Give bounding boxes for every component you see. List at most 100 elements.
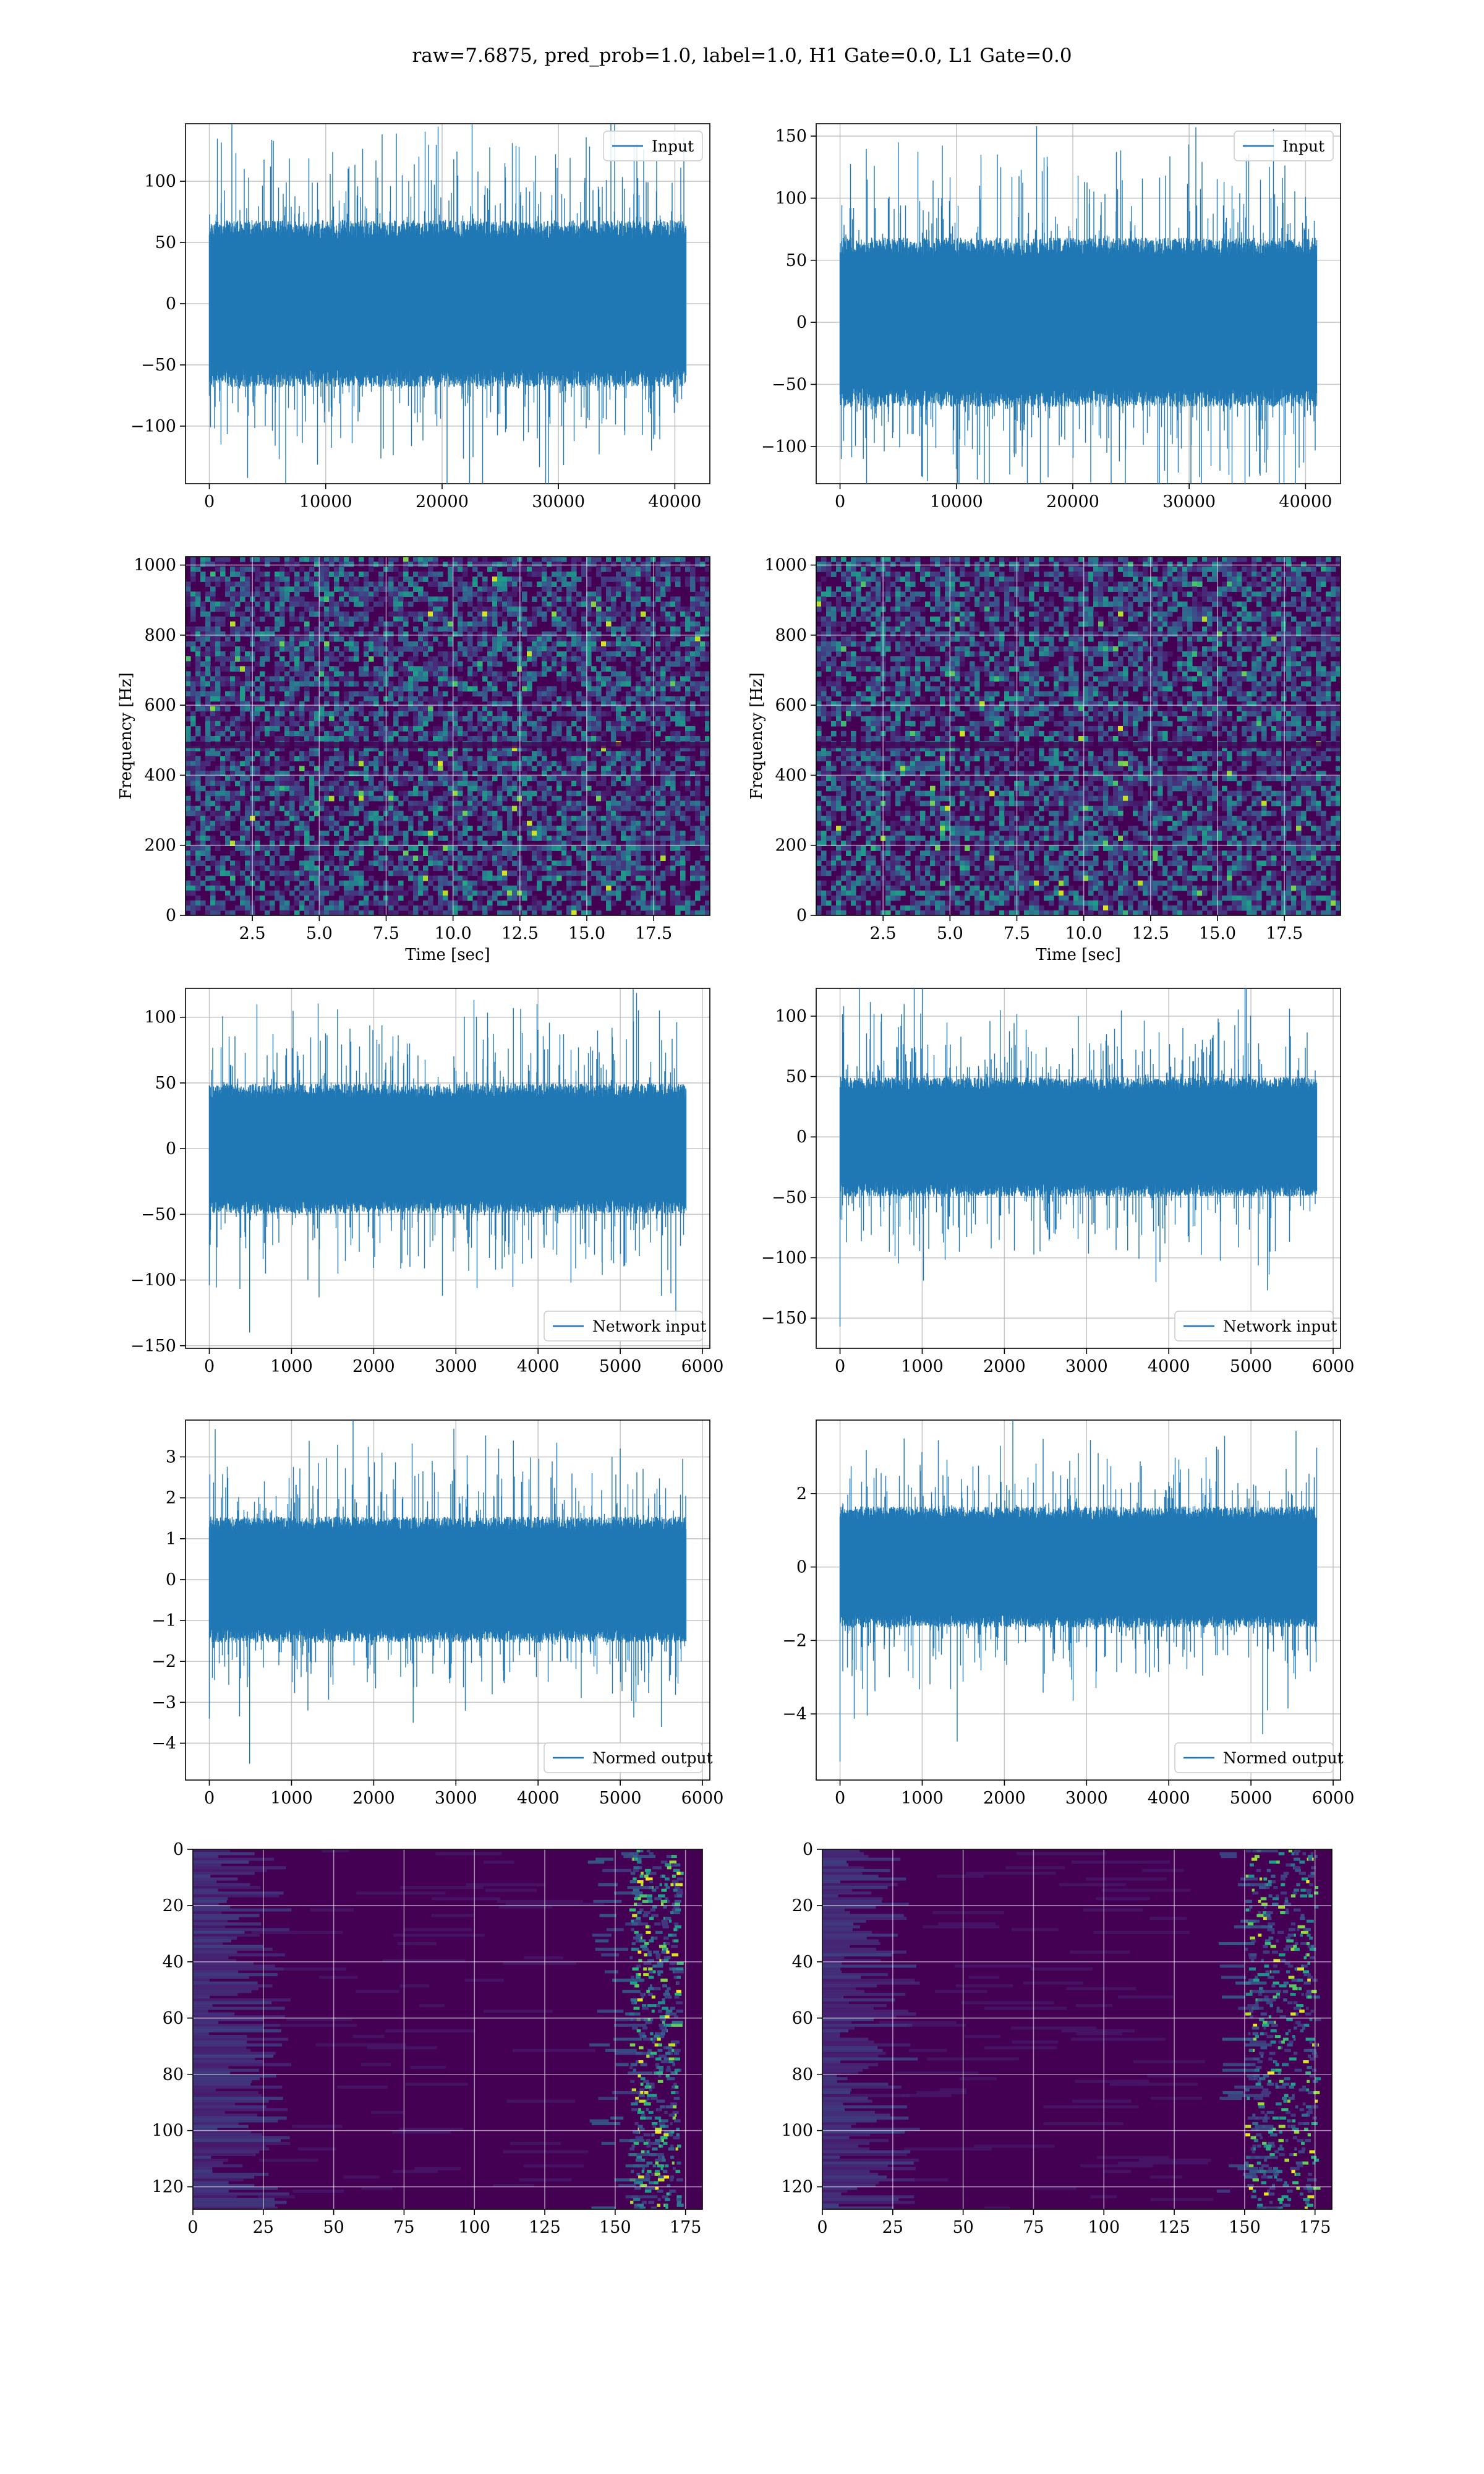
y-tick-label: 1000 <box>764 556 807 575</box>
y-tick-label: 400 <box>144 766 176 785</box>
chart-norm-l1: 0 1000 2000 3000 4000 5000 6000 −4 −2 0 2 Normed ou… <box>782 1419 1354 1808</box>
y-tick-label: 100 <box>775 189 807 208</box>
axes-frame <box>816 123 1341 484</box>
x-tick-label: 3000 <box>1065 1357 1108 1376</box>
x-tick-label: 0 <box>204 492 215 511</box>
legend-box <box>1174 1311 1334 1342</box>
y-tick-label: 1000 <box>134 556 176 575</box>
series-core-band <box>209 1533 686 1626</box>
x-tick-label: 4000 <box>1148 1789 1190 1808</box>
x-tick-label: 6000 <box>681 1357 724 1376</box>
y-tick-label: 2 <box>166 1489 176 1508</box>
chart-norm-h1: 0 1000 2000 3000 4000 5000 6000 −4 −3 −2 −1 0 1 2 3 Nor… <box>151 1419 723 1808</box>
y-tick-label: 800 <box>775 626 807 645</box>
axes-frame <box>816 556 1341 916</box>
dark-frequency-line <box>816 742 1341 748</box>
y-tick-label: −2 <box>151 1652 176 1671</box>
x-tick-label: 5.0 <box>937 924 963 943</box>
y-tick-label: −100 <box>761 437 807 456</box>
x-tick-label: 5000 <box>1230 1357 1273 1376</box>
x-tick-label: 10.0 <box>435 924 472 943</box>
x-tick-label: 0 <box>187 2218 198 2237</box>
chart-input-l1: 0 10000 20000 30000 40000 −100 −50 0 50 100 150 Inp… <box>761 123 1341 511</box>
y-tick-label: −4 <box>782 1705 807 1724</box>
x-tick-label: 0 <box>204 1789 215 1808</box>
y-tick-label: 50 <box>155 233 176 252</box>
y-tick-label: −150 <box>130 1337 176 1356</box>
y-tick-label: −4 <box>151 1734 176 1753</box>
y-tick-label: −50 <box>772 375 807 394</box>
legend-box <box>544 1311 703 1342</box>
heatmap-cells <box>816 557 1341 916</box>
y-tick-label: 0 <box>173 1840 184 1859</box>
chart-net-h1: 0 1000 2000 3000 4000 5000 6000 −150 −100 −50 0 50 1… <box>130 988 724 1376</box>
heatmap-cells <box>193 1849 684 2210</box>
x-tick-label: 17.5 <box>1266 924 1303 943</box>
legend: Network input <box>544 1311 706 1342</box>
y-tick-label: −1 <box>151 1611 176 1630</box>
y-tick-label: 60 <box>792 2009 813 2028</box>
x-tick-label: 40000 <box>648 492 701 511</box>
axes-frame <box>192 1849 703 2210</box>
x-tick-label: 2000 <box>983 1357 1026 1376</box>
y-tick-label: 50 <box>786 1068 807 1087</box>
x-tick-label: 40000 <box>1279 492 1332 511</box>
x-tick-label: 4000 <box>517 1789 560 1808</box>
x-tick-label: 15.0 <box>568 924 605 943</box>
figure-title: raw=7.6875, pred_prob=1.0, label=1.0, H1… <box>412 45 1072 67</box>
y-tick-label: −50 <box>141 356 176 375</box>
x-tick-label: 50 <box>952 2218 973 2237</box>
x-tick-label: 25 <box>253 2218 274 2237</box>
x-tick-label: 7.5 <box>373 924 399 943</box>
series-core-band <box>840 1093 1317 1181</box>
x-tick-label: 12.5 <box>1132 924 1169 943</box>
y-tick-label: −3 <box>151 1693 176 1712</box>
x-tick-label: 1000 <box>901 1789 944 1808</box>
y-tick-label: 100 <box>775 1007 807 1026</box>
y-tick-label: 600 <box>775 696 807 715</box>
y-tick-label: 0 <box>803 1840 813 1859</box>
y-axis-label: Frequency [Hz] <box>748 672 766 800</box>
y-tick-label: 200 <box>144 836 176 855</box>
x-tick-label: 2000 <box>352 1357 395 1376</box>
y-tick-label: 60 <box>163 2009 184 2028</box>
y-axis-label: Frequency [Hz] <box>117 672 135 800</box>
x-tick-label: 1000 <box>270 1789 313 1808</box>
legend: Input <box>1234 131 1334 161</box>
x-tick-label: 2.5 <box>870 924 897 943</box>
y-tick-label: 100 <box>144 172 176 191</box>
y-tick-label: 80 <box>163 2065 184 2084</box>
chart-input-h1: 0 10000 20000 30000 40000 −100 −50 0 50 100 Input <box>130 123 710 511</box>
y-tick-label: 0 <box>166 294 176 314</box>
x-tick-label: 2.5 <box>239 924 266 943</box>
legend: Normed output <box>544 1742 713 1773</box>
x-tick-label: 0 <box>204 1357 215 1376</box>
y-tick-label: 100 <box>144 1008 176 1027</box>
y-tick-label: 1 <box>166 1530 176 1549</box>
legend-label: Network input <box>592 1317 706 1335</box>
y-tick-label: −100 <box>130 1271 176 1290</box>
legend-label: Normed output <box>1223 1749 1344 1767</box>
x-tick-label: 125 <box>1158 2218 1190 2237</box>
y-tick-label: 2 <box>796 1484 807 1504</box>
x-tick-label: 0 <box>817 2218 827 2237</box>
y-tick-label: −50 <box>141 1205 176 1224</box>
y-tick-label: 400 <box>775 766 807 785</box>
x-tick-label: 150 <box>1229 2218 1261 2237</box>
series-core-band <box>840 1523 1317 1611</box>
y-tick-label: 0 <box>796 906 807 925</box>
legend-box <box>603 131 703 161</box>
legend-box <box>1234 131 1334 161</box>
x-tick-label: 1000 <box>901 1357 944 1376</box>
x-tick-label: 30000 <box>1162 492 1216 511</box>
chart-spec-l1: 2.5 5.0 7.5 10.0 12.5 15.0 17.5 0 200 400 600 800 10… <box>748 556 1341 964</box>
heatmap-cells <box>822 1849 1321 2210</box>
x-axis-label: Time [sec] <box>405 946 490 964</box>
legend-label: Input <box>652 137 694 155</box>
x-tick-label: 0 <box>835 1357 845 1376</box>
axes-frame <box>816 988 1341 1349</box>
x-tick-label: 4000 <box>1148 1357 1190 1376</box>
y-tick-label: −100 <box>130 417 176 436</box>
axes-frame <box>822 1849 1333 2210</box>
x-tick-label: 0 <box>835 1789 845 1808</box>
